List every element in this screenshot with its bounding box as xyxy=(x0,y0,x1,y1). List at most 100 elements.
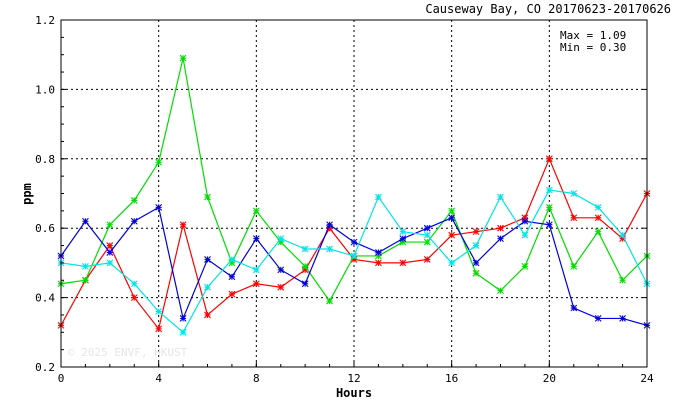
data-point xyxy=(82,217,89,225)
data-point xyxy=(619,315,626,322)
grid-lines xyxy=(61,20,647,367)
data-point xyxy=(423,238,431,246)
data-point xyxy=(130,217,138,225)
data-point xyxy=(106,249,114,256)
series-2 xyxy=(57,203,651,329)
data-point xyxy=(399,228,407,236)
data-point xyxy=(594,315,602,322)
data-point xyxy=(472,259,480,267)
data-point xyxy=(326,221,333,229)
data-point xyxy=(448,231,456,239)
data-point xyxy=(399,259,407,267)
data-point xyxy=(472,269,480,277)
data-point xyxy=(252,266,260,274)
y-tick-label: 0.8 xyxy=(35,153,55,166)
data-point xyxy=(423,256,431,263)
data-point xyxy=(130,197,138,204)
x-axis-title: Hours xyxy=(336,386,372,400)
data-point xyxy=(545,155,553,163)
data-point xyxy=(326,245,333,253)
data-point xyxy=(252,235,260,242)
data-point xyxy=(497,224,504,232)
data-point xyxy=(497,193,504,201)
data-point xyxy=(179,315,187,322)
x-tick-label: 16 xyxy=(445,372,458,385)
data-point xyxy=(594,214,602,222)
min-label: Min = 0.30 xyxy=(560,41,626,54)
watermark: © 2025 ENVF, HKUST xyxy=(68,346,188,359)
plot-frame xyxy=(60,19,648,368)
data-point xyxy=(301,262,309,270)
y-tick-label: 1.0 xyxy=(35,83,55,96)
y-tick-label: 0.2 xyxy=(35,361,55,374)
data-point xyxy=(521,262,529,270)
y-tick-label: 0.6 xyxy=(35,222,55,235)
x-tick-label: 8 xyxy=(253,372,260,385)
data-point xyxy=(252,280,260,288)
data-point xyxy=(130,294,138,301)
data-point xyxy=(82,276,89,284)
data-point xyxy=(228,256,236,263)
data-point xyxy=(301,280,309,288)
data-point xyxy=(301,245,309,253)
data-point xyxy=(521,217,529,225)
data-point xyxy=(82,262,89,270)
y-axis-title: ppm xyxy=(20,183,34,205)
x-tick-label: 12 xyxy=(347,372,360,385)
x-tick-label: 0 xyxy=(58,372,65,385)
data-point xyxy=(277,266,285,274)
data-point xyxy=(448,259,456,267)
y-tick-label: 1.2 xyxy=(35,14,55,27)
data-point xyxy=(179,54,187,62)
data-point xyxy=(619,276,626,284)
data-point xyxy=(228,290,236,298)
data-point xyxy=(106,221,114,229)
data-point xyxy=(570,304,578,312)
data-point xyxy=(375,259,382,267)
data-point xyxy=(155,203,163,211)
data-point xyxy=(155,158,163,166)
data-point xyxy=(570,262,578,270)
x-tick-label: 20 xyxy=(543,372,556,385)
data-point xyxy=(106,259,114,267)
data-point xyxy=(326,297,333,305)
data-point xyxy=(350,252,358,260)
y-tick-label: 0.4 xyxy=(35,292,55,305)
data-point xyxy=(399,235,407,242)
data-point xyxy=(179,221,187,229)
data-point xyxy=(619,231,626,239)
data-point xyxy=(179,328,187,336)
series-line xyxy=(60,58,648,303)
data-point xyxy=(204,193,211,201)
series-layer xyxy=(57,54,651,336)
data-point xyxy=(448,207,456,215)
data-point xyxy=(375,249,382,256)
x-tick-label: 24 xyxy=(640,372,654,385)
max-label: Max = 1.09 xyxy=(560,29,626,42)
data-point xyxy=(375,193,382,201)
data-point xyxy=(521,231,529,239)
data-point xyxy=(204,311,211,319)
data-point xyxy=(545,221,553,229)
data-point xyxy=(155,308,163,315)
data-point xyxy=(350,238,358,246)
data-point xyxy=(497,287,504,295)
data-point xyxy=(252,207,260,215)
data-point xyxy=(545,186,553,194)
data-point xyxy=(570,190,578,197)
data-point xyxy=(228,273,236,281)
data-point xyxy=(106,242,114,249)
data-point xyxy=(277,283,285,291)
data-point xyxy=(204,283,211,291)
data-point xyxy=(472,242,480,249)
data-point xyxy=(155,325,163,333)
data-point xyxy=(277,235,285,242)
axis-ticks: 0 4 8 12 16 20 24 0.2 0.4 0.6 0.8 1.0 1.2 xyxy=(35,14,654,385)
data-point xyxy=(497,235,504,242)
data-point xyxy=(204,256,211,263)
data-point xyxy=(472,228,480,236)
data-point xyxy=(594,228,602,236)
x-tick-label: 4 xyxy=(155,372,162,385)
